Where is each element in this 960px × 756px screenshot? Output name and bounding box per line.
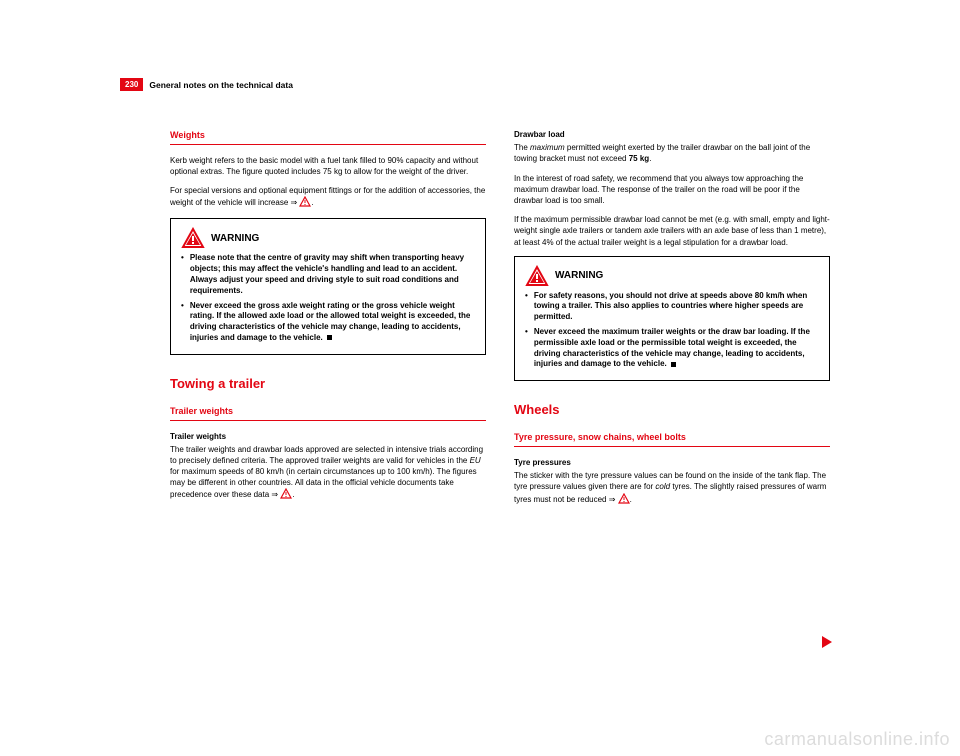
page-number: 230 [120,78,143,91]
text: Never exceed the maximum trailer weights… [534,327,819,370]
trailer-paragraph: The trailer weights and drawbar loads ap… [170,444,486,503]
warning-triangle-icon [280,488,292,502]
text: for maximum speeds of 80 km/h (in certai… [170,467,477,500]
text: 75 kg [629,154,649,163]
end-square-icon [327,335,332,340]
warning-header: WARNING [525,265,819,287]
drawbar-title: Drawbar load [514,129,830,140]
bullet-icon: • [181,253,184,296]
content: Weights Kerb weight refers to the basic … [170,129,830,515]
watermark: carmanualsonline.info [764,729,950,750]
end-square-icon [671,362,676,367]
warning-bullet-2: • Never exceed the maximum trailer weigh… [525,327,819,370]
tyre-heading: Tyre pressure, snow chains, wheel bolts [514,431,830,447]
warning-triangle-icon [299,196,311,210]
warning-box: WARNING • For safety reasons, you should… [514,256,830,382]
warning-title: WARNING [555,269,603,283]
eu-text: EU [470,456,481,465]
drawbar-paragraph-2: In the interest of road safety, we recom… [514,173,830,207]
warning-bullet-1: • Please note that the centre of gravity… [181,253,475,296]
warning-icon [181,227,205,249]
right-column: Drawbar load The maximum permitted weigh… [514,129,830,515]
drawbar-paragraph-1: The maximum permitted weight exerted by … [514,142,830,164]
towing-heading: Towing a trailer [170,375,486,393]
warning-triangle-icon [618,493,630,507]
weights-paragraph-2: For special versions and optional equipm… [170,185,486,210]
page-header: 230 General notes on the technical data [120,78,960,91]
text: The [514,143,530,152]
warning-bullet-2: • Never exceed the gross axle weight rat… [181,301,475,344]
trailer-weights-heading: Trailer weights [170,405,486,421]
text: . [292,491,294,500]
text: maximum [530,143,565,152]
text: . [649,154,651,163]
text: Never exceed the gross axle weight ratin… [190,301,475,344]
weights-heading: Weights [170,129,486,145]
warning-box: WARNING • Please note that the centre of… [170,218,486,354]
text: cold [655,482,670,491]
bullet-icon: • [525,291,528,323]
continue-arrow-icon [822,635,832,653]
weights-paragraph-1: Kerb weight refers to the basic model wi… [170,155,486,177]
warning-header: WARNING [181,227,475,249]
text: Please note that the centre of gravity m… [190,253,475,296]
wheels-heading: Wheels [514,401,830,419]
trailer-subhead: Trailer weights [170,431,486,442]
bullet-icon: • [525,327,528,370]
warning-title: WARNING [211,232,259,246]
text: For safety reasons, you should not drive… [534,291,819,323]
page-title: General notes on the technical data [149,80,293,90]
tyre-subhead: Tyre pressures [514,457,830,468]
bullet-icon: • [181,301,184,344]
text: . [311,198,313,207]
text: . [630,495,632,504]
drawbar-paragraph-3: If the maximum permissible drawbar load … [514,214,830,248]
tyre-paragraph: The sticker with the tyre pressure value… [514,470,830,507]
text: For special versions and optional equipm… [170,186,485,207]
text: The trailer weights and drawbar loads ap… [170,445,483,465]
warning-bullet-1: • For safety reasons, you should not dri… [525,291,819,323]
left-column: Weights Kerb weight refers to the basic … [170,129,486,515]
warning-icon [525,265,549,287]
